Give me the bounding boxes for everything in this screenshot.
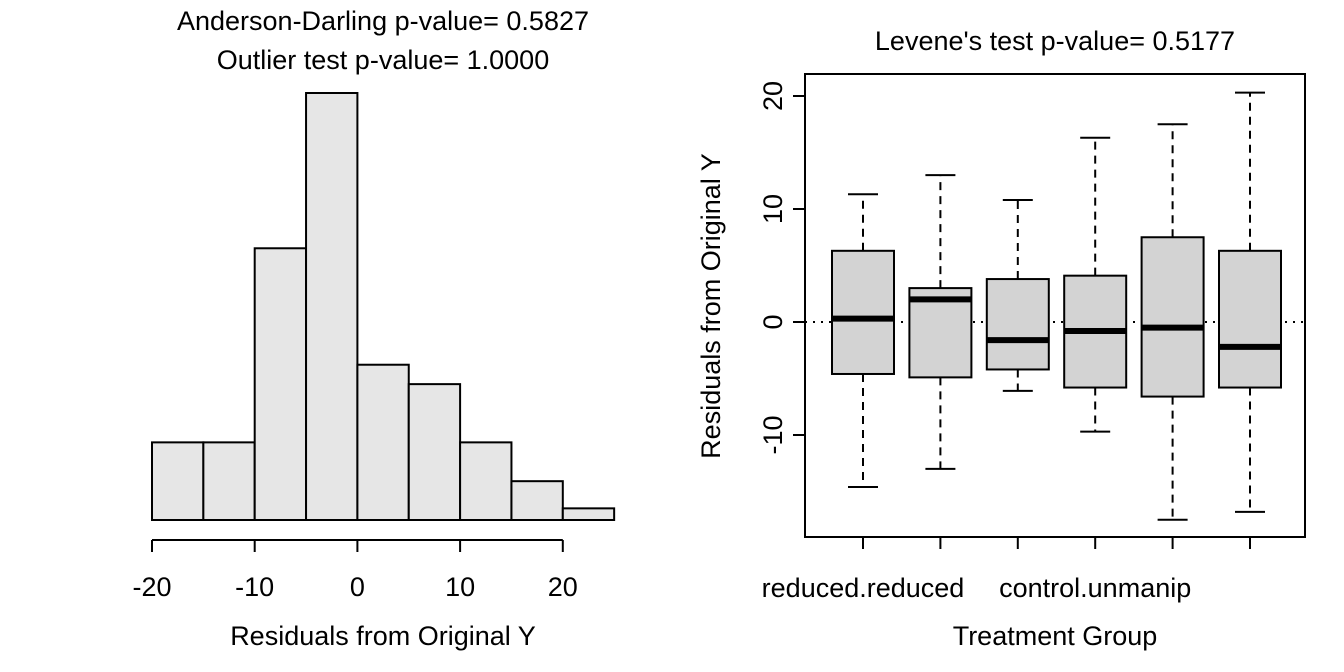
histogram-bar: [459, 441, 513, 522]
boxplot-y-axis: -10 0 10 20: [758, 81, 805, 455]
boxplot-y-tick-label: 0: [758, 314, 788, 329]
boxplot-y-tick-label: -10: [758, 415, 788, 454]
histogram-bars: [151, 92, 616, 522]
histogram-x-tick-label: -20: [132, 572, 171, 602]
boxplot-box-group: [908, 174, 973, 470]
boxplot-x-tick-label: reduced.reduced: [762, 573, 965, 603]
boxplot-box-group: [1218, 91, 1282, 513]
histogram-x-tick-label: 10: [445, 572, 475, 602]
boxplot-x-axis: reduced.reduced control.unmanip: [762, 537, 1251, 603]
boxplot-x-tick-label: control.unmanip: [999, 573, 1191, 603]
boxplot-box-group: [831, 193, 895, 488]
histogram-x-axis: -20 -10 0 10 20: [132, 539, 578, 602]
histogram-title-line-1: Anderson-Darling p-value= 0.5827: [177, 6, 589, 36]
histogram-bar: [305, 92, 359, 521]
boxplot-panel: Levene's test p-value= 0.5177 -10 0 10 20 r…: [696, 26, 1306, 651]
boxplot-boxes: [831, 91, 1282, 521]
histogram-bar: [253, 247, 308, 521]
histogram-bar: [510, 480, 564, 522]
boxplot-plot-frame: [804, 73, 1306, 538]
histogram-bar: [356, 363, 410, 521]
histogram-bar: [151, 441, 205, 522]
interquartile-box: [908, 287, 973, 379]
boxplot-x-axis-label: Treatment Group: [953, 621, 1158, 651]
histogram-bar: [407, 383, 462, 521]
histogram-x-tick-label: 0: [350, 572, 365, 602]
boxplot-title: Levene's test p-value= 0.5177: [875, 26, 1235, 56]
histogram-x-axis-label: Residuals from Original Y: [230, 621, 536, 651]
histogram-panel: Anderson-Darling p-value= 0.5827 Outlier…: [132, 6, 616, 651]
interquartile-box: [985, 278, 1050, 371]
boxplot-y-axis-label: Residuals from Original Y: [696, 153, 726, 459]
interquartile-box: [1218, 249, 1282, 389]
boxplot-box-group: [985, 198, 1050, 392]
interquartile-box: [831, 249, 895, 375]
boxplot-y-tick-label: 20: [758, 81, 788, 111]
boxplot-box-group: [1063, 136, 1128, 433]
boxplot-y-tick-label: 10: [758, 194, 788, 224]
boxplot-box-group: [1140, 123, 1205, 521]
interquartile-box: [1140, 236, 1205, 398]
histogram-x-tick-label: 20: [548, 572, 578, 602]
histogram-x-tick-label: -10: [235, 572, 274, 602]
histogram-title-line-2: Outlier test p-value= 1.0000: [217, 45, 549, 75]
histogram-bar: [561, 507, 616, 522]
histogram-bar: [202, 441, 256, 522]
